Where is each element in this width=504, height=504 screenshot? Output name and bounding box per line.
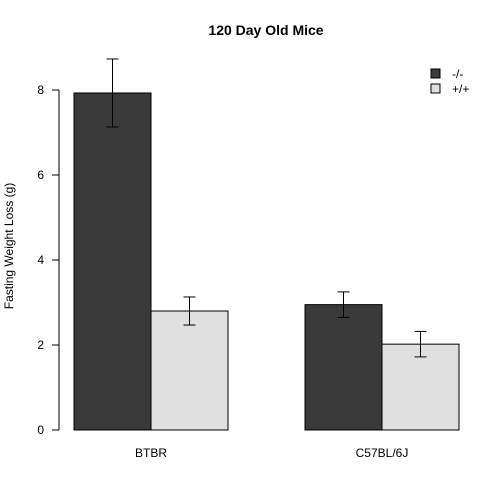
bar-c57bl-6j-knockout <box>304 304 383 431</box>
y-tick-label: 6 <box>37 168 44 182</box>
bar-btbr-wildtype <box>150 310 229 431</box>
category-labels: BTBR C57BL/6J <box>135 446 408 460</box>
error-bars <box>106 58 427 358</box>
error-bar <box>106 58 119 128</box>
y-tick-label: 4 <box>37 253 44 267</box>
bar-btbr-knockout <box>73 92 152 431</box>
chart-title: 120 Day Old Mice <box>208 22 323 38</box>
y-axis-label: Fasting Weight Loss (g) <box>2 183 16 310</box>
legend-swatch <box>430 83 441 94</box>
y-tick-label: 2 <box>37 338 44 352</box>
error-bar <box>414 330 427 358</box>
legend-label: -/- <box>452 67 463 81</box>
category-label: BTBR <box>135 446 167 460</box>
category-label: C57BL/6J <box>356 446 409 460</box>
error-bar <box>183 296 196 326</box>
y-axis-ticks: 0 2 4 6 8 <box>37 83 59 437</box>
legend-label: +/+ <box>452 82 469 96</box>
legend: -/-+/+ <box>430 67 469 96</box>
y-tick-label: 0 <box>37 423 44 437</box>
y-tick-label: 8 <box>37 83 44 97</box>
bar-c57bl-6j-wildtype <box>381 343 460 431</box>
legend-swatch <box>430 68 441 79</box>
error-bar <box>337 291 350 318</box>
bars <box>73 92 460 431</box>
